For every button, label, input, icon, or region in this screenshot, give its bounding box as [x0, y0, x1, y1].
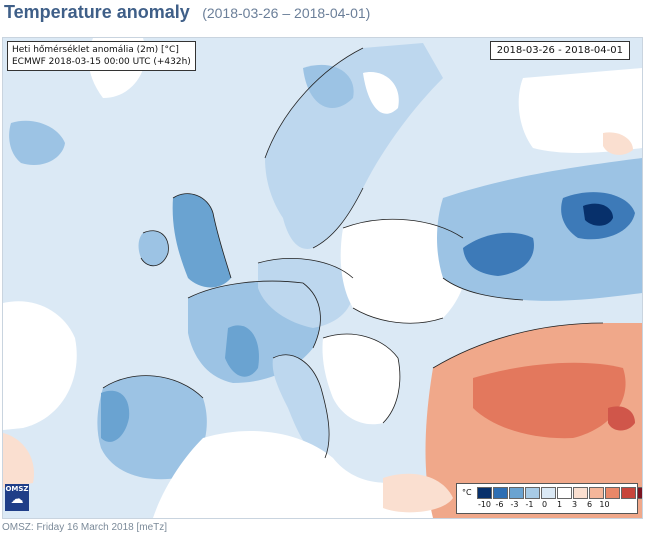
land-ireland [138, 230, 169, 266]
legend-tick-label: 1 [556, 500, 563, 509]
legend-tick-label: 6 [586, 500, 593, 509]
anomaly-map[interactable]: Heti hőmérséklet anomália (2m) [°C] ECMW… [2, 37, 643, 519]
land-scandinavia [265, 43, 443, 249]
warm-area-north-africa [383, 473, 453, 513]
warm-patch-arctic [603, 132, 633, 155]
legend-swatch [605, 487, 620, 499]
map-info-box: Heti hőmérséklet anomália (2m) [°C] ECMW… [7, 41, 196, 71]
footer-credit: OMSZ: Friday 16 March 2018 [meTz] [2, 522, 168, 533]
legend-swatch [525, 487, 540, 499]
legend-swatch [589, 487, 604, 499]
legend-tick-label: 3 [571, 500, 578, 509]
neutral-patch-north-russia [518, 68, 642, 153]
neutral-patch-finland [363, 72, 399, 114]
legend-unit: °C [462, 488, 472, 497]
strong-cold-core [583, 203, 613, 226]
logo-text: OMSZ [5, 485, 29, 493]
legend-tick-label: -1 [525, 500, 534, 509]
header: Temperature anomaly (2018-03-26 – 2018-0… [4, 2, 370, 26]
cold-patch-norway [303, 64, 354, 108]
atlantic-neutral-west [3, 301, 77, 430]
legend-swatch [573, 487, 588, 499]
legend-tick-label: -6 [495, 500, 504, 509]
very-hot-patch [608, 406, 635, 431]
land-balkans [322, 334, 400, 425]
land-germany [258, 258, 354, 328]
cold-patch-iceland [9, 120, 65, 166]
page-title: Temperature anomaly [4, 2, 190, 22]
country-borders [102, 47, 604, 459]
legend-swatch [557, 487, 572, 499]
legend-swatch [509, 487, 524, 499]
legend-swatch [493, 487, 508, 499]
legend-swatch [477, 487, 492, 499]
very-cold-patch-west-russia [463, 232, 534, 276]
legend-tick-label: 10 [599, 500, 610, 509]
cold-patch-central-france [225, 325, 259, 377]
legend-tick-labels: -10 -6 -3 -1 0 1 3 6 10 [477, 500, 612, 509]
legend-tick-label: -3 [510, 500, 519, 509]
land-poland-ukraine [340, 219, 467, 324]
map-date-box: 2018-03-26 - 2018-04-01 [489, 41, 630, 60]
logo-emblem-icon: ☁ [10, 492, 24, 507]
legend-tick-label: 0 [541, 500, 548, 509]
land-great-britain [172, 193, 231, 288]
legend-swatch [621, 487, 636, 499]
date-range: (2018-03-26 – 2018-04-01) [202, 5, 371, 21]
color-legend: °C -10 -6 -3 -1 0 1 3 6 10 [456, 483, 642, 514]
legend-color-bar [477, 487, 642, 499]
legend-swatch [637, 487, 642, 499]
map-info-line2: ECMWF 2018-03-15 00:00 UTC (+432h) [12, 57, 191, 67]
cold-patch-portugal [101, 390, 130, 442]
omsz-logo: OMSZ ☁ [5, 484, 29, 511]
map-graphic [3, 38, 642, 518]
hot-area-anatolia [473, 362, 626, 439]
atlantic-warm-sw [3, 433, 34, 488]
land-italy [272, 354, 330, 458]
legend-swatch [541, 487, 556, 499]
map-info-line1: Heti hőmérséklet anomália (2m) [°C] [12, 45, 179, 55]
legend-tick-label: -10 [477, 500, 492, 509]
